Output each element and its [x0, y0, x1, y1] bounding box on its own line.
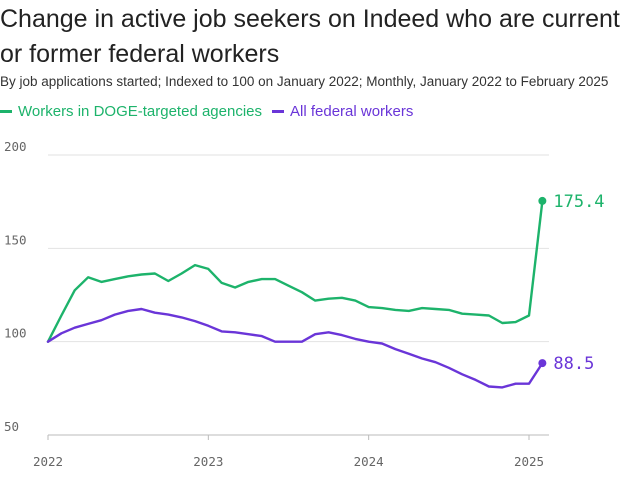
- legend-swatch-all: [272, 110, 284, 113]
- y-tick-label: 200: [4, 139, 27, 154]
- x-tick-label: 2024: [354, 454, 384, 469]
- series-end-point-doge: [538, 196, 547, 205]
- legend-label-doge: Workers in DOGE-targeted agencies: [18, 103, 262, 120]
- x-tick-label: 2023: [193, 454, 223, 469]
- series-line-doge: [46, 199, 544, 343]
- legend-item-doge: Workers in DOGE-targeted agencies: [0, 103, 262, 120]
- y-tick-label: 100: [4, 326, 27, 341]
- legend-swatch-doge: [0, 110, 12, 113]
- series-line-all: [46, 307, 544, 389]
- chart-title: Change in active job seekers on Indeed w…: [0, 5, 620, 68]
- legend-label-all: All federal workers: [290, 103, 414, 120]
- legend-item-all: All federal workers: [272, 103, 413, 120]
- y-tick-label: 150: [4, 232, 27, 247]
- legend: Workers in DOGE-targeted agencies All fe…: [0, 103, 423, 120]
- series-end-label-all: 88.5: [553, 354, 594, 374]
- y-tick-label: 50: [4, 419, 19, 434]
- series-end-point-all: [538, 359, 547, 368]
- chart-subtitle: By job applications started; Indexed to …: [0, 74, 609, 89]
- x-tick-label: 2022: [33, 454, 63, 469]
- series-end-label-doge: 175.4: [553, 192, 604, 212]
- x-tick-label: 2025: [514, 454, 544, 469]
